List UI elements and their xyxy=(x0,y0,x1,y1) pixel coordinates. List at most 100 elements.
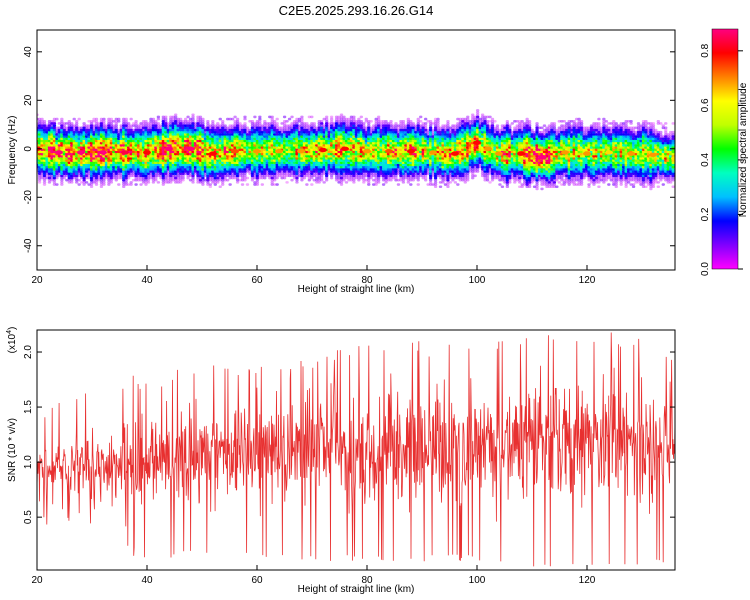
heatmap-cell xyxy=(161,161,166,165)
heatmap-cell xyxy=(104,126,109,130)
heatmap-cell xyxy=(72,117,76,121)
heatmap-cell xyxy=(72,159,76,162)
heatmap-cell xyxy=(40,122,44,125)
heatmap-cell xyxy=(89,119,94,123)
heatmap-cell xyxy=(50,150,54,154)
heatmap-cell xyxy=(149,176,153,180)
heatmap-cell xyxy=(114,133,118,136)
heatmap-cell xyxy=(82,154,86,158)
heatmap-cell xyxy=(164,115,168,119)
heatmap-cell xyxy=(456,183,460,186)
heatmap-cell xyxy=(77,161,81,165)
heatmap-cell xyxy=(60,119,64,123)
heatmap-cell xyxy=(273,119,277,123)
heatmap-cell xyxy=(89,143,94,147)
heatmap-cell xyxy=(84,163,89,167)
heatmap-cell xyxy=(161,174,166,178)
heatmap-cell xyxy=(136,174,141,178)
heatmap-cell xyxy=(151,176,156,180)
heatmap-cell xyxy=(149,148,153,151)
heatmap-cell xyxy=(102,119,106,123)
heatmap-cell xyxy=(60,174,64,178)
heatmap-cell xyxy=(124,181,128,184)
heatmap-cell xyxy=(151,167,156,171)
heatmap-cell xyxy=(166,143,170,147)
heatmap-cell xyxy=(65,122,69,125)
heatmap-cell xyxy=(47,181,52,184)
heatmap-cell xyxy=(134,146,138,149)
heatmap-cell xyxy=(136,154,141,158)
heatmap-cell xyxy=(42,146,47,149)
heatmap-cell xyxy=(126,139,131,143)
heatmap-cell xyxy=(159,135,163,138)
heatmap-cell xyxy=(136,150,141,154)
heatmap-cell xyxy=(42,161,47,165)
heatmap-cell xyxy=(122,163,126,167)
heatmap-cell xyxy=(67,146,71,149)
heatmap-cell xyxy=(52,157,57,160)
heatmap-cell xyxy=(40,150,44,154)
heatmap-cell xyxy=(94,165,99,169)
heatmap-cell xyxy=(87,150,91,154)
heatmap-cell xyxy=(146,176,151,180)
heatmap-cell xyxy=(70,133,74,136)
heatmap-cell xyxy=(50,176,54,180)
heatmap-cell xyxy=(112,161,116,165)
heatmap-cell xyxy=(154,139,158,143)
heatmap-cell xyxy=(124,172,128,175)
heatmap-cell xyxy=(126,133,131,136)
heatmap-cell xyxy=(87,170,91,173)
heatmap-cell xyxy=(45,126,49,130)
heatmap-cell xyxy=(72,150,76,154)
heatmap-cell xyxy=(99,126,104,130)
heatmap-cell xyxy=(136,157,141,160)
heatmap-cell xyxy=(107,181,111,184)
heatmap-cell xyxy=(114,148,118,151)
heatmap-cell xyxy=(62,157,67,160)
heatmap-cell xyxy=(136,143,141,147)
heatmap-cell xyxy=(131,124,136,127)
heatmap-cell xyxy=(94,130,99,134)
heatmap-cell xyxy=(151,139,156,143)
heatmap-cell xyxy=(94,150,99,154)
heatmap-cell xyxy=(159,154,163,158)
heatmap-cell xyxy=(151,152,156,156)
heatmap-cell xyxy=(102,128,106,132)
heatmap-cell xyxy=(92,117,96,121)
heatmap-cell xyxy=(409,119,413,123)
heatmap-cell xyxy=(156,141,161,145)
heatmap-cell xyxy=(102,126,106,130)
heatmap-cell xyxy=(159,133,163,136)
heatmap-cell xyxy=(92,157,96,160)
heatmap-cell xyxy=(104,139,109,143)
heatmap-cell xyxy=(151,128,156,132)
heatmap-cell xyxy=(131,165,136,169)
heatmap-cell xyxy=(87,154,91,158)
heatmap-cell xyxy=(149,122,153,125)
heatmap-cell xyxy=(94,154,99,158)
heatmap-cell xyxy=(62,152,67,156)
heatmap-cell xyxy=(97,141,101,145)
heatmap-cell xyxy=(136,165,141,169)
heatmap-cell xyxy=(72,148,76,151)
heatmap-cell xyxy=(114,165,118,169)
heatmap-cell xyxy=(129,128,133,132)
heatmap-cell xyxy=(149,157,153,160)
heatmap-cell xyxy=(156,172,161,175)
heatmap-cell xyxy=(62,141,67,145)
heatmap-cell xyxy=(65,154,69,158)
heatmap-cell xyxy=(50,146,54,149)
heatmap-cell xyxy=(134,124,138,127)
heatmap-cell xyxy=(129,170,133,173)
heatmap-cell xyxy=(84,157,89,160)
heatmap-cell xyxy=(134,183,138,186)
heatmap-cell xyxy=(47,161,52,165)
heatmap-cell xyxy=(131,152,136,156)
heatmap-cell xyxy=(89,139,94,143)
heatmap-cell xyxy=(141,124,146,127)
heatmap-cell xyxy=(89,185,94,189)
heatmap-cell xyxy=(151,154,156,158)
heatmap-cell xyxy=(233,115,237,119)
heatmap-cell xyxy=(151,148,156,151)
heatmap-cell xyxy=(131,150,136,154)
